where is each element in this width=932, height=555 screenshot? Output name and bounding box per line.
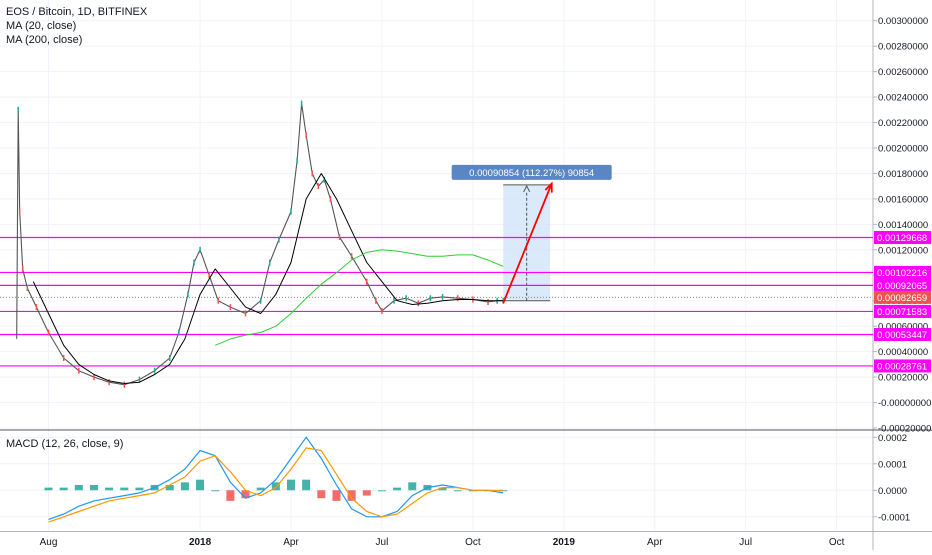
horizontal-level-tag — [874, 304, 931, 318]
macd-histogram-bar — [362, 490, 371, 496]
x-tick-label: Jul — [376, 537, 389, 548]
horizontal-level-tag — [874, 265, 931, 279]
horizontal-levels: 0.00129668 0.00102216 0.00092065 0.00071583… — [0, 231, 931, 373]
macd-legend: MACD (12, 26, close, 9) — [6, 438, 123, 450]
price-y-tick-label: 0.00200000 — [878, 144, 928, 155]
price-y-tick-label: 0.00280000 — [878, 42, 928, 53]
macd-y-axis: -0.0001 0.0000 0.0001 0.0002 — [873, 433, 910, 523]
macd-histogram-bar — [59, 487, 68, 491]
macd-histogram-bar — [241, 490, 250, 499]
macd-y-tick-label: 0.0001 — [878, 459, 907, 470]
horizontal-level-tag — [874, 328, 931, 342]
macd-histogram-bar — [317, 490, 326, 499]
measure-arrowhead — [523, 184, 531, 193]
macd-histogram-bar — [44, 487, 53, 491]
legend-ma20: MA (20, close) — [6, 20, 77, 32]
horizontal-level-tag — [874, 278, 931, 292]
horizontal-level-label: 0.00071583 — [877, 307, 927, 318]
series-line-ma200 — [215, 249, 504, 346]
legend-ma200: MA (200, close) — [6, 34, 83, 46]
macd-line-signal — [48, 447, 504, 523]
measure-label-bg — [451, 164, 612, 180]
macd-histogram-bar — [196, 479, 205, 491]
x-tick-label: Oct — [829, 537, 845, 548]
horizontal-level-tag — [874, 231, 931, 245]
x-tick-label: Aug — [40, 537, 58, 548]
last-price-tag — [874, 290, 931, 304]
x-tick-label: Jul — [739, 537, 752, 548]
macd-y-tick-label: 0.0002 — [878, 433, 907, 444]
macd-histogram-bar — [302, 479, 311, 491]
macd-histogram-bar — [287, 479, 295, 491]
macd-histogram-bar — [453, 490, 462, 492]
macd-histogram-bar — [211, 490, 220, 492]
macd-histogram-bar — [120, 487, 129, 491]
macd-title: MACD (12, 26, close, 9) — [6, 438, 124, 450]
price-y-tick-label: 0.00160000 — [878, 194, 928, 205]
horizontal-level-label: 0.00053447 — [877, 330, 927, 341]
series-line-ma20 — [32, 173, 504, 384]
measure-label: 0.00090854 (112.27%) 90854 — [469, 168, 594, 179]
macd-histogram-bar — [165, 484, 174, 491]
last-price-label: 0.00082659 — [877, 293, 927, 304]
macd-histogram-bar — [226, 490, 235, 501]
horizontal-level-label: 0.00092065 — [877, 281, 927, 292]
macd-histogram-bar — [180, 482, 189, 491]
macd-histogram-bar — [438, 487, 447, 491]
macd-histogram-bar — [408, 482, 417, 491]
horizontal-level-label: 0.00102216 — [877, 268, 927, 279]
macd-histogram-bar — [271, 482, 280, 491]
x-tick-label: Apr — [283, 537, 299, 548]
macd-histogram-bar — [377, 490, 386, 492]
macd-histogram-bar — [332, 490, 341, 501]
time-axis: Aug 2018 Apr Jul Oct 2019 Apr Jul Oct — [40, 537, 845, 548]
price-y-tick-label: -0.00000000 — [878, 398, 931, 409]
x-tick-label: 2018 — [189, 537, 212, 548]
price-y-tick-label: 0.00060000 — [878, 322, 928, 333]
price-y-tick-label: 0.00300000 — [878, 16, 928, 27]
macd-y-tick-label: 0.0000 — [878, 486, 907, 497]
macd-y-tick-label: -0.0001 — [878, 512, 910, 523]
price-chart-title: EOS / Bitcoin, 1D, BITFINEX — [6, 6, 148, 18]
price-y-tick-label: 0.00240000 — [878, 93, 928, 104]
macd-histogram-bar — [393, 487, 402, 491]
price-y-tick-label: 0.00180000 — [878, 169, 928, 180]
trend-arrow-head — [544, 181, 553, 193]
price-y-tick-label: 0.00020000 — [878, 373, 928, 384]
macd-line-macd — [48, 436, 504, 520]
price-y-tick-label: 0.00260000 — [878, 67, 928, 78]
price-y-tick-label: -0.00020000 — [878, 424, 931, 435]
trend-arrow-line — [502, 183, 553, 304]
price-y-tick-label: 0.00220000 — [878, 118, 928, 129]
macd-histogram-bar — [256, 487, 265, 491]
x-tick-label: Apr — [647, 537, 663, 548]
price-y-tick-label: 0.00120000 — [878, 245, 928, 256]
macd-histogram-bar — [74, 484, 83, 491]
x-tick-label: 2019 — [553, 537, 576, 548]
macd-histogram-bar — [105, 487, 114, 491]
price-legend: EOS / Bitcoin, 1D, BITFINEX MA (20, clos… — [6, 5, 147, 47]
price-y-tick-label: 0.00140000 — [878, 220, 928, 231]
macd-histogram-bar — [89, 484, 98, 491]
x-tick-label: Oct — [465, 537, 481, 548]
price-y-tick-label: 0.00040000 — [878, 347, 928, 358]
macd-histogram — [44, 479, 508, 501]
horizontal-level-label: 0.00129668 — [877, 233, 927, 244]
horizontal-level-label: 0.00028761 — [877, 361, 927, 372]
macd-histogram-bar — [135, 487, 144, 491]
price-grid — [0, 0, 873, 530]
macd-histogram-bar — [347, 490, 356, 501]
horizontal-level-tag — [874, 359, 931, 373]
